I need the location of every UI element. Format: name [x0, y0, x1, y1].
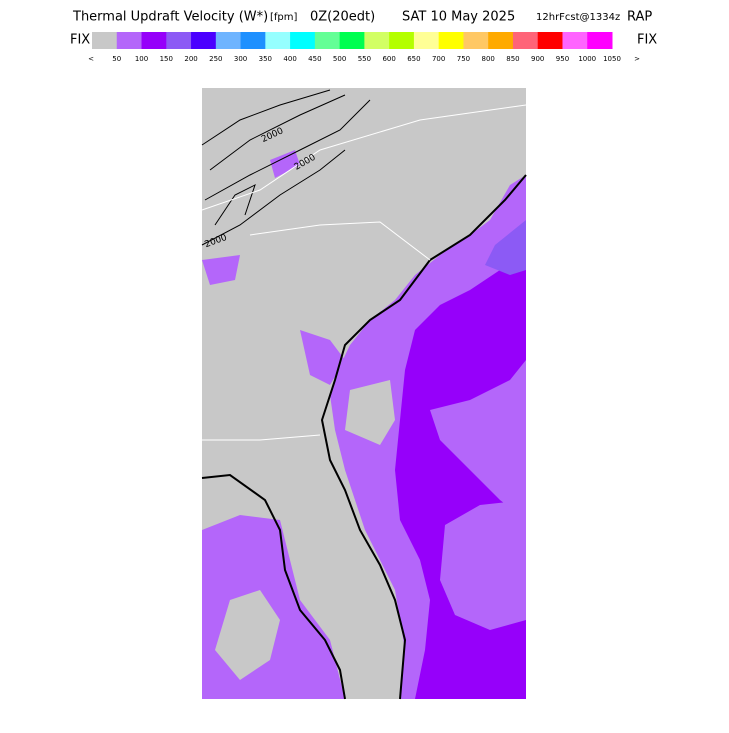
date: SAT 10 May 2025 [402, 10, 515, 25]
legend-label: 350 [259, 55, 272, 63]
forecast: 12hrFcst@1334z [536, 12, 620, 23]
legend-swatch [512, 32, 539, 49]
legend-label: 950 [556, 55, 569, 63]
offshore-gap [345, 380, 395, 445]
coast-patch [300, 330, 345, 385]
legend-label: 50 [112, 55, 121, 63]
state-lines [201, 104, 527, 441]
map: 2000 2000 2000 [201, 88, 527, 700]
legend-label: 1050 [603, 55, 621, 63]
units: [fpm] [270, 12, 298, 23]
legend-label: 1000 [578, 55, 596, 63]
model: RAP [627, 10, 652, 25]
legend-label: 650 [407, 55, 420, 63]
legend-swatch [191, 32, 217, 49]
gulf-light [440, 500, 526, 630]
legend-swatch [166, 32, 192, 49]
florida-gap [215, 590, 280, 680]
legend-label: 900 [531, 55, 544, 63]
legend-label: 400 [283, 55, 296, 63]
legend-label: 250 [209, 55, 222, 63]
legend-swatch [562, 32, 588, 49]
legend-swatch [537, 32, 563, 49]
legend-label: 300 [234, 55, 247, 63]
legend-swatch [265, 32, 291, 49]
legend-label: 550 [358, 55, 371, 63]
legend-swatch [92, 32, 118, 49]
legend: FIX FIX < > 50 100 150 200 250 300 350 400 450 50… [70, 32, 657, 63]
legend-swatch [290, 32, 316, 49]
legend-swatch [438, 32, 464, 49]
legend-swatch [314, 32, 341, 49]
legend-left: FIX [70, 33, 90, 48]
legend-label: 100 [135, 55, 148, 63]
legend-label: 700 [432, 55, 445, 63]
contours [201, 89, 371, 246]
title-row: Thermal Updraft Velocity (W*) [fpm] 0Z(2… [72, 10, 652, 25]
legend-swatch [389, 32, 415, 49]
legend-label: 600 [382, 55, 395, 63]
legend-high: > [634, 55, 640, 63]
legend-low: < [88, 55, 94, 63]
title: Thermal Updraft Velocity (W*) [72, 10, 268, 25]
legend-swatch [141, 32, 167, 49]
ocean-peak [485, 220, 526, 275]
legend-label: 150 [160, 55, 173, 63]
legend-swatch [413, 32, 440, 49]
coastline [201, 174, 527, 700]
legend-label: 200 [184, 55, 197, 63]
legend-swatch [364, 32, 390, 49]
legend-swatch [116, 32, 143, 49]
legend-swatch [587, 32, 613, 49]
legend-swatch [240, 32, 266, 49]
mountain-patch [270, 150, 300, 178]
legend-label: 800 [482, 55, 495, 63]
legend-label: 500 [333, 55, 346, 63]
legend-label: 750 [457, 55, 470, 63]
legend-swatch [463, 32, 489, 49]
legend-label: 850 [506, 55, 519, 63]
valid-time: 0Z(20edt) [310, 10, 375, 25]
legend-right: FIX [637, 33, 657, 48]
inland-patch [202, 255, 240, 285]
legend-swatch [488, 32, 514, 49]
legend-label: 450 [308, 55, 321, 63]
legend-swatch [215, 32, 242, 49]
legend-swatch [339, 32, 365, 49]
